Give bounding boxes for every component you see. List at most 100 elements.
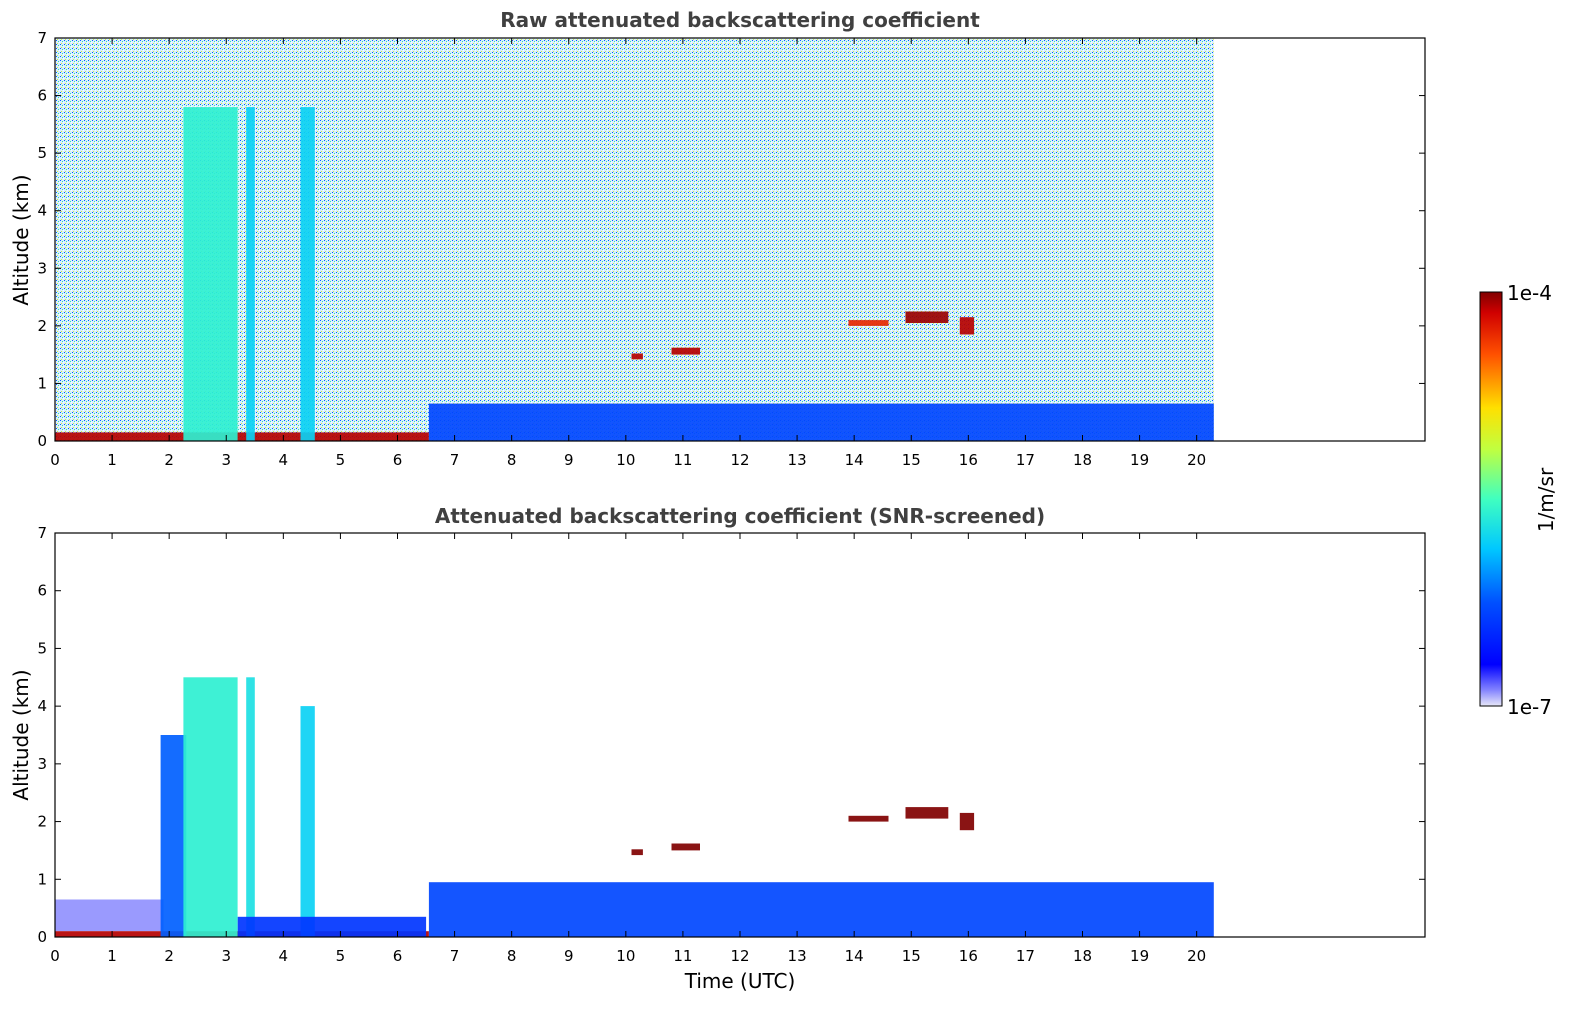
y-tick-label: 2 <box>37 317 47 335</box>
x-tick-label: 6 <box>393 451 403 469</box>
x-tick-label: 18 <box>1073 451 1092 469</box>
heatmap-feature-2-11 <box>848 815 889 822</box>
screened-backscatter-panel: Attenuated backscattering coefficient (S… <box>9 504 1426 993</box>
x-tick-label: 15 <box>902 451 921 469</box>
x-tick-label: 1 <box>107 947 117 965</box>
x-tick-label: 10 <box>616 451 635 469</box>
colorbar-gradient <box>1479 291 1503 707</box>
heatmap-feature-2-12 <box>905 807 949 819</box>
raw-x-axis: 0 1 2 3 4 5 6 7 8 9 10 11 12 13 14 15 16 17 18 19 20 <box>50 38 1206 469</box>
y-tick-label: 7 <box>37 524 47 542</box>
x-tick-label: 14 <box>845 947 864 965</box>
heatmap-feature-2-3 <box>160 735 187 937</box>
x-tick-label: 1 <box>107 451 117 469</box>
x-tick-label: 8 <box>507 947 517 965</box>
y-tick-label: 6 <box>37 582 47 600</box>
y-tick-label: 3 <box>37 755 47 773</box>
x-tick-label: 20 <box>1187 947 1206 965</box>
colorbar-unit-label: 1/m/sr <box>1534 467 1558 532</box>
heatmap-feature-2-4 <box>183 677 238 937</box>
heatmap-feature-2-1 <box>55 899 164 932</box>
heatmap-feature-2-9 <box>631 849 643 856</box>
x-tick-label: 13 <box>788 947 807 965</box>
x-tick-label: 20 <box>1187 451 1206 469</box>
x-tick-label: 0 <box>50 451 60 469</box>
x-tick-label: 12 <box>730 947 749 965</box>
raw-panel-title: Raw attenuated backscattering coefficien… <box>500 8 980 32</box>
screened-plot-frame <box>54 532 1426 938</box>
heatmap-feature-1-9 <box>848 320 889 326</box>
y-tick-label: 0 <box>37 432 47 450</box>
x-tick-label: 17 <box>1016 451 1035 469</box>
x-tick-label: 9 <box>564 947 574 965</box>
y-tick-label: 5 <box>37 144 47 162</box>
x-tick-label: 8 <box>507 451 517 469</box>
screened-panel-title: Attenuated backscattering coefficient (S… <box>435 504 1045 528</box>
x-tick-label: 4 <box>279 451 289 469</box>
colorbar-min-label: 1e-7 <box>1507 695 1552 719</box>
x-tick-label: 9 <box>564 451 574 469</box>
screened-y-axis: 0 1 2 3 4 5 6 7 <box>37 524 1425 946</box>
screened-x-axis: 0 1 2 3 4 5 6 7 8 9 10 11 12 13 14 15 16 17 18 19 20 <box>50 533 1206 965</box>
x-tick-label: 16 <box>959 451 978 469</box>
x-tick-label: 7 <box>450 947 460 965</box>
x-tick-label: 13 <box>788 451 807 469</box>
y-tick-label: 4 <box>37 697 47 715</box>
raw-heatmap <box>55 38 1214 441</box>
x-tick-label: 4 <box>279 947 289 965</box>
x-tick-label: 6 <box>393 947 403 965</box>
x-tick-label: 16 <box>959 947 978 965</box>
heatmap-feature-1-6 <box>300 107 315 441</box>
x-tick-label: 0 <box>50 947 60 965</box>
heatmap-feature-1-2 <box>55 432 429 441</box>
x-tick-label: 5 <box>336 451 346 469</box>
y-tick-label: 4 <box>37 202 47 220</box>
y-tick-label: 1 <box>37 374 47 392</box>
y-tick-label: 6 <box>37 87 47 105</box>
x-tick-label: 12 <box>730 451 749 469</box>
y-tick-label: 1 <box>37 870 47 888</box>
x-tick-label: 19 <box>1130 451 1149 469</box>
heatmap-feature-1-5 <box>246 107 255 441</box>
x-tick-label: 11 <box>673 451 692 469</box>
x-tick-label: 7 <box>450 451 460 469</box>
y-tick-label: 0 <box>37 928 47 946</box>
x-tick-label: 15 <box>902 947 921 965</box>
screened-y-axis-label: Altitude (km) <box>9 669 33 800</box>
heatmap-feature-1-8 <box>671 347 700 355</box>
x-tick-label: 3 <box>221 947 231 965</box>
x-tick-label: 17 <box>1016 947 1035 965</box>
heatmap-feature-2-6 <box>300 706 315 937</box>
time-axis-label: Time (UTC) <box>684 969 796 993</box>
x-tick-label: 5 <box>336 947 346 965</box>
raw-y-axis: 0 1 2 3 4 5 6 7 <box>37 29 1425 450</box>
heatmap-feature-1-4 <box>183 107 238 441</box>
x-tick-label: 3 <box>221 451 231 469</box>
x-tick-label: 11 <box>673 947 692 965</box>
x-tick-label: 14 <box>845 451 864 469</box>
heatmap-feature-2-7 <box>237 916 427 937</box>
x-tick-label: 10 <box>616 947 635 965</box>
raw-y-axis-label: Altitude (km) <box>9 174 33 305</box>
y-tick-label: 2 <box>37 813 47 831</box>
x-tick-label: 19 <box>1130 947 1149 965</box>
colorbar-max-label: 1e-4 <box>1507 281 1552 305</box>
y-tick-label: 5 <box>37 639 47 657</box>
heatmap-feature-1-3 <box>428 403 1214 441</box>
colorbar: 1e-4 1e-7 1/m/sr <box>1479 281 1558 719</box>
heatmap-feature-2-5 <box>246 677 255 937</box>
screened-heatmap <box>55 677 1214 937</box>
heatmap-feature-1-7 <box>631 353 643 360</box>
heatmap-feature-2-8 <box>428 882 1214 937</box>
heatmap-feature-1-10 <box>905 311 949 323</box>
y-tick-label: 3 <box>37 259 47 277</box>
x-tick-label: 2 <box>164 947 174 965</box>
x-tick-label: 18 <box>1073 947 1092 965</box>
x-tick-label: 2 <box>164 451 174 469</box>
y-tick-label: 7 <box>37 29 47 47</box>
raw-backscatter-panel: Raw attenuated backscattering coefficien… <box>9 8 1426 469</box>
heatmap-feature-1-11 <box>959 317 975 335</box>
heatmap-feature-2-10 <box>671 843 700 851</box>
heatmap-feature-2-13 <box>959 812 975 831</box>
